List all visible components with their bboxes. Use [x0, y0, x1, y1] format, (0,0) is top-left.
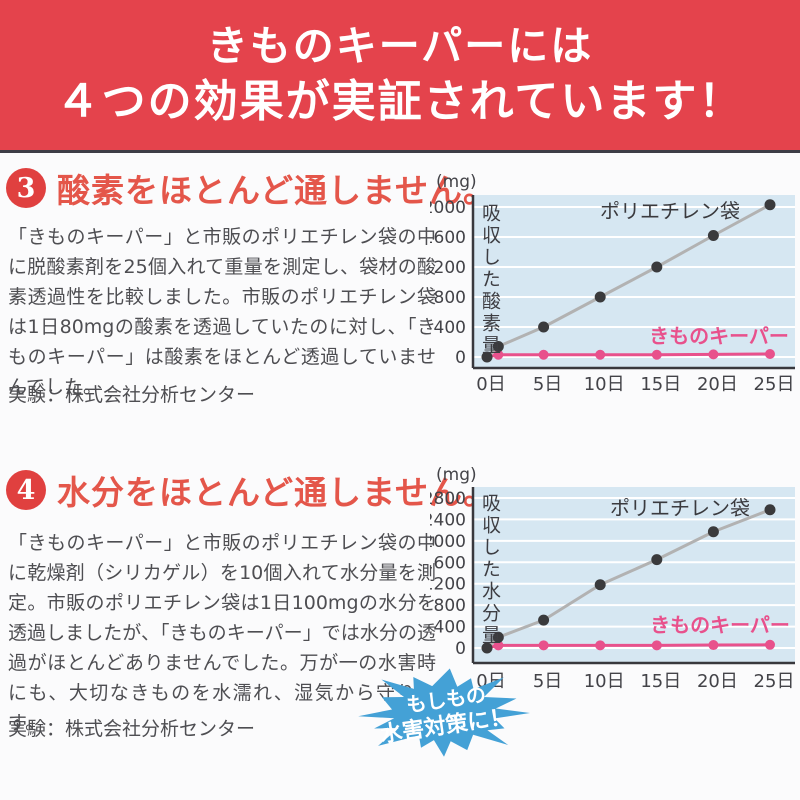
section4-header: 4 水分をほとんど通しません。 [6, 466, 497, 514]
section4-body-text: 「きものキーパー」と市販のポリエチレン袋の中に乾燥剤（シリカゲル）を10個入れて… [8, 532, 436, 734]
series-data-point [708, 640, 719, 651]
series-data-point [481, 642, 493, 654]
y-axis-unit-label: (mg) [436, 465, 477, 485]
series-data-point [481, 351, 493, 363]
series-data-point [538, 614, 550, 626]
series-data-point [492, 341, 504, 352]
title-banner: きものキーパーには ４つの効果が実証されています！ [0, 0, 800, 153]
starburst-icon: もしもの 水害対策に！ [358, 668, 530, 757]
y-tick-label: 400 [434, 318, 466, 338]
starburst-shape [358, 668, 530, 757]
series-data-point [595, 349, 606, 360]
section3-number-badge: 3 [6, 168, 46, 208]
oxygen-chart-canvas: 0 400 800 1200 1600 2000 0日 5日 10日 15日 20日 25日 (mg) ポ… [430, 172, 795, 395]
series-data-point [765, 349, 775, 359]
x-tick-label: 10日 [584, 671, 625, 692]
series-label: きものキーパー [650, 613, 790, 637]
series-data-point [594, 291, 606, 303]
x-tick-label: 5日 [533, 671, 562, 692]
y-tick-label: 2400 [430, 510, 466, 530]
series-data-point [538, 640, 549, 651]
series-data-point [764, 199, 776, 211]
water-damage-badge: もしもの 水害対策に！ [354, 663, 534, 763]
x-tick-label: 15日 [640, 671, 681, 692]
y-tick-label: 0 [455, 348, 466, 368]
x-tick-label: 10日 [584, 374, 625, 395]
series-data-point [651, 554, 663, 566]
banner-title-line2: ４つの効果が実証されています！ [55, 76, 745, 128]
series-data-point [493, 640, 504, 651]
y-tick-label: 1200 [430, 575, 466, 595]
oxygen-absorption-chart: 0 400 800 1200 1600 2000 0日 5日 10日 15日 20日 25日 (mg) ポ… [430, 165, 800, 397]
series-data-point [765, 639, 775, 650]
section3-heading: 酸素をほとんど通しません。 [57, 171, 498, 210]
series-data-point [538, 349, 549, 360]
series-data-point [707, 230, 719, 241]
moisture-absorption-chart: 0400800120016002000240028000日5日10日15日20日… [430, 460, 800, 702]
x-tick-label: 25日 [754, 671, 795, 692]
series-data-point [708, 349, 719, 360]
y-tick-label: 1600 [430, 228, 466, 248]
x-tick-label: 20日 [697, 671, 738, 692]
series-label: ポリエチレン袋 [600, 199, 740, 223]
section4-heading: 水分をほとんど通しません。 [57, 473, 498, 512]
series-data-point [492, 631, 504, 643]
plot-background [473, 487, 795, 663]
moisture-chart-y-axis-label: 吸収した水分量 [479, 493, 501, 647]
x-tick-label: 15日 [640, 374, 681, 395]
series-label: きものキーパー [649, 324, 789, 348]
section3-body-text: 「きものキーパー」と市販のポリエチレン袋の中に脱酸素剤を25個入れて重量を測定し… [8, 226, 436, 398]
x-tick-label: 0日 [476, 374, 505, 395]
section3-experiment-credit: 実験：株式会社分析センター [8, 384, 256, 406]
series-data-point [493, 349, 504, 360]
y-tick-label: 1600 [430, 553, 466, 573]
series-data-point [651, 349, 662, 360]
y-tick-label: 0 [455, 639, 466, 659]
y-tick-label: 2800 [430, 489, 466, 509]
y-tick-label: 400 [434, 618, 466, 638]
series-data-point [651, 261, 663, 273]
plot-background [473, 195, 795, 368]
oxygen-chart-y-axis-label: 吸収した酸素量 [479, 203, 501, 357]
y-axis-unit-label: (mg) [436, 172, 477, 192]
section4-number-badge: 4 [6, 470, 46, 510]
y-tick-label: 1200 [430, 258, 466, 278]
y-tick-label: 800 [434, 596, 466, 616]
y-tick-label: 800 [434, 288, 466, 308]
series-data-point [651, 640, 662, 651]
y-tick-label: 2000 [430, 532, 466, 552]
section4-experiment-credit: 実験：株式会社分析センター [8, 718, 256, 740]
series-data-point [764, 504, 776, 516]
series-data-point [707, 526, 719, 538]
moisture-chart-canvas: 0400800120016002000240028000日5日10日15日20日… [430, 465, 795, 692]
series-data-point [538, 321, 550, 333]
x-tick-label: 20日 [697, 374, 738, 395]
series-data-point [594, 579, 606, 591]
section3-header: 3 酸素をほとんど通しません。 [6, 164, 497, 212]
series-label: ポリエチレン袋 [610, 496, 750, 520]
series-data-point [595, 640, 606, 651]
x-tick-label: 5日 [533, 374, 562, 395]
x-tick-label: 25日 [754, 374, 795, 395]
y-tick-label: 2000 [430, 198, 466, 218]
banner-title-line1: きものキーパーには [206, 21, 594, 70]
